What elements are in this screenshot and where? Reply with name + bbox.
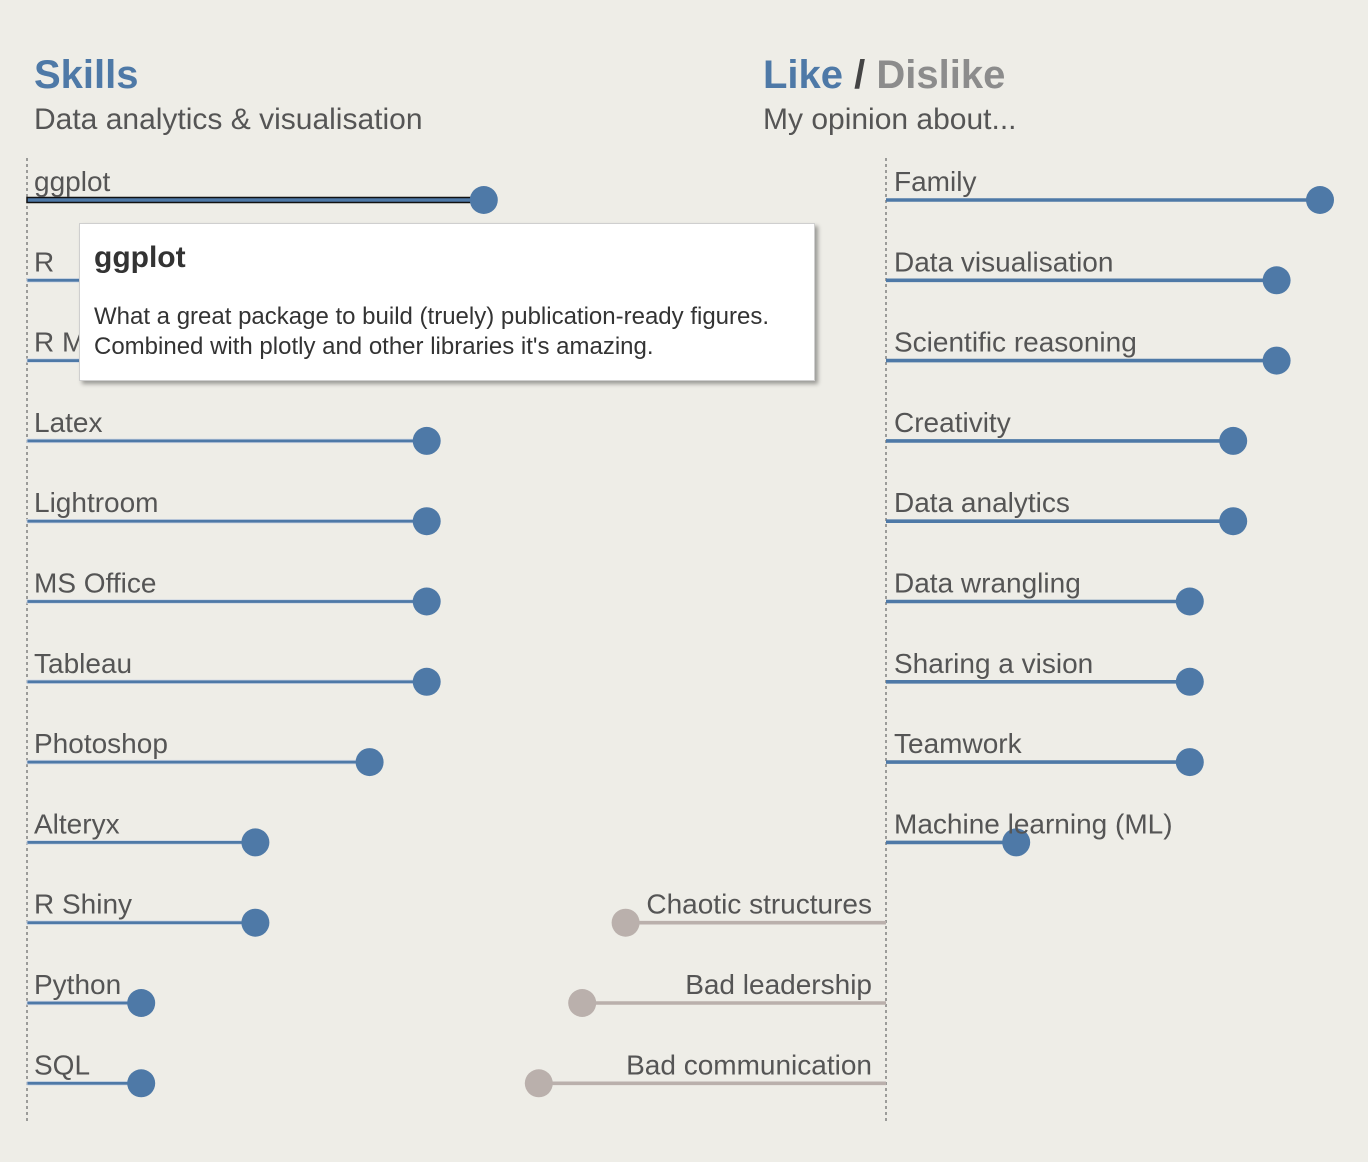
- skill-dot-ms-office[interactable]: [412, 587, 441, 616]
- skill-dot-latex[interactable]: [412, 426, 441, 455]
- skill-dot-photoshop[interactable]: [355, 748, 384, 777]
- opinion-label-chaotic-structures: Chaotic structures: [646, 889, 872, 920]
- skill-dot-tableau[interactable]: [412, 667, 441, 696]
- opinion-dot-data-visualisation[interactable]: [1262, 266, 1291, 295]
- opinion-dot-chaotic-structures[interactable]: [611, 908, 640, 937]
- opinion-heading: Like / Dislike My opinion about...: [763, 52, 1017, 140]
- opinion-chart[interactable]: Family Data visualisation Scientific reaso…: [524, 158, 1334, 1122]
- like-title: Like: [763, 53, 844, 97]
- skills-heading: Skills Data analytics & visualisation: [34, 52, 423, 140]
- skill-label-latex: Latex: [34, 407, 103, 438]
- skill-stem-ggplot[interactable]: [26, 196, 485, 204]
- opinion-dot-creativity[interactable]: [1219, 426, 1248, 455]
- title-separator: /: [854, 53, 866, 97]
- skill-dot-sql[interactable]: [127, 1069, 156, 1098]
- skill-label-python: Python: [34, 969, 121, 1000]
- opinion-label-family: Family: [894, 166, 976, 197]
- skill-stem-ms-office[interactable]: [26, 599, 428, 604]
- opinion-dot-family[interactable]: [1306, 186, 1334, 214]
- skill-label-photoshop: Photoshop: [34, 728, 168, 759]
- skill-stem-tableau[interactable]: [26, 679, 428, 684]
- skill-label-r: R: [34, 246, 54, 277]
- opinion-dot-scientific-reasoning[interactable]: [1262, 346, 1291, 375]
- skill-dot-python[interactable]: [127, 989, 156, 1017]
- skill-dot-alteryx[interactable]: [241, 828, 270, 857]
- opinion-dot-teamwork[interactable]: [1175, 748, 1204, 777]
- opinion-label-creativity: Creativity: [894, 407, 1011, 438]
- opinion-label-data-analytics: Data analytics: [894, 487, 1070, 518]
- skills-title: Skills: [34, 53, 139, 97]
- opinion-label-bad-leadership: Bad leadership: [685, 969, 872, 1000]
- opinion-dot-data-analytics[interactable]: [1219, 507, 1248, 536]
- skill-label-tableau: Tableau: [34, 648, 132, 679]
- opinion-subtitle: My opinion about...: [763, 103, 1017, 136]
- skill-dot-r-shiny[interactable]: [241, 908, 270, 937]
- opinion-dot-sharing-a-vision[interactable]: [1175, 667, 1204, 696]
- skill-label-ms-office: MS Office: [34, 568, 156, 599]
- opinion-label-scientific-reasoning: Scientific reasoning: [894, 327, 1137, 358]
- tooltip-text: What a great package to build (truely) p…: [94, 303, 770, 360]
- opinion-dot-bad-communication[interactable]: [524, 1069, 553, 1098]
- opinion-label-data-wrangling: Data wrangling: [894, 568, 1081, 599]
- opinion-label-teamwork: Teamwork: [894, 728, 1023, 759]
- skill-stem-photoshop[interactable]: [26, 759, 371, 765]
- opinion-label-data-visualisation: Data visualisation: [894, 246, 1113, 277]
- skill-stem-sql[interactable]: [26, 1081, 142, 1086]
- skill-stem-lightroom[interactable]: [26, 519, 428, 524]
- opinion-label-bad-communication: Bad communication: [626, 1049, 872, 1080]
- opinion-dot-machine-learning-ml[interactable]: [1002, 828, 1031, 857]
- tooltip-title: ggplot: [94, 241, 186, 274]
- skill-label-alteryx: Alteryx: [34, 808, 120, 839]
- skill-label-lightroom: Lightroom: [34, 487, 159, 518]
- skill-stem-python[interactable]: [26, 1000, 142, 1006]
- skill-label-ggplot: ggplot: [34, 166, 111, 197]
- opinion-dot-data-wrangling[interactable]: [1175, 587, 1204, 616]
- skill-stem-alteryx[interactable]: [26, 840, 256, 845]
- skill-label-r-shiny: R Shiny: [34, 889, 132, 920]
- skills-subtitle: Data analytics & visualisation: [34, 103, 423, 136]
- skill-stem-latex[interactable]: [26, 438, 428, 444]
- opinion-dot-bad-leadership[interactable]: [568, 989, 597, 1017]
- dislike-title: Dislike: [876, 53, 1006, 97]
- tooltip: ggplot What a great package to build (tr…: [79, 223, 815, 381]
- skill-dot-lightroom[interactable]: [412, 507, 441, 536]
- skill-dot-ggplot[interactable]: [469, 186, 498, 214]
- skill-label-sql: SQL: [34, 1049, 90, 1080]
- opinion-label-machine-learning-ml: Machine learning (ML): [894, 808, 1173, 839]
- opinion-title: Like / Dislike: [763, 52, 1017, 98]
- skill-stem-r-shiny[interactable]: [26, 920, 256, 925]
- opinion-label-sharing-a-vision: Sharing a vision: [894, 648, 1093, 679]
